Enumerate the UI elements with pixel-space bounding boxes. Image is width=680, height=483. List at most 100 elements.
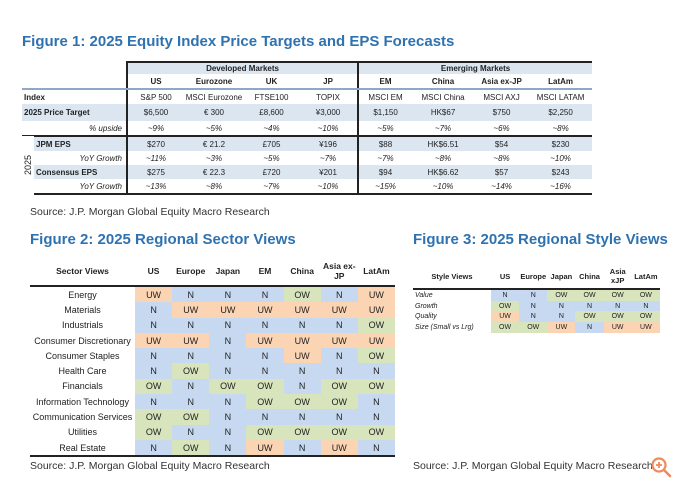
table-row: Energy UW N N N OW N UW [30,286,395,303]
view-cell: UW [283,332,321,349]
table-cell: £8,600 [244,104,299,121]
zoom-in-icon[interactable] [650,456,672,478]
table-row: Health Care N OW N N N N N [30,363,395,379]
table-row: Industrials N N N N N N OW [30,317,395,333]
table-row: % upside ~9% ~5% ~4% ~10% ~5% ~7% ~6% ~8% [22,121,592,136]
table-cell: ~13% [126,179,184,195]
view-cell: OW [603,311,632,323]
table-cell: ¥3,000 [299,104,360,121]
table-cell: ~11% [126,151,184,165]
row-label: Materials [64,304,101,315]
column-header: Europe [519,264,548,290]
view-cell: N [135,348,173,364]
view-cell: OW [491,322,520,333]
view-cell: UW [603,322,632,333]
table-cell: HK$6.62 [412,165,475,179]
view-cell: UW [135,332,173,349]
view-cell: N [547,300,576,312]
table-row: YoY Growth ~13% ~8% ~7% ~10% ~15% ~10% ~14% ~16% [22,179,593,195]
view-cell: N [519,289,548,301]
table-cell: ~5% [377,123,394,133]
view-cell: UW [283,348,321,364]
table-cell: ¥201 [299,165,360,179]
blank-cell [22,62,127,74]
view-cell: N [246,317,284,333]
column-header: LatAm [357,257,395,287]
view-cell: N [320,317,358,333]
view-cell: N [631,300,660,312]
table-cell: $2,250 [529,104,593,121]
view-cell: UW [357,332,395,349]
column-header: LatAm [529,74,593,90]
style-views-table: Style Views US Europe Japan China Asia xJP Lat… [413,264,660,333]
view-cell: N [575,322,604,333]
view-cell: OW [357,348,395,364]
table-row: Consensus EPS $275 € 22.3 £720 ¥201 $94 HK$6.6… [22,165,593,179]
view-cell: OW [283,286,321,303]
table-cell: ~15% [358,179,413,195]
view-cell: N [283,378,321,395]
view-cell: N [135,317,173,333]
view-cell: N [135,302,173,318]
row-label: Consumer Staples [45,350,120,361]
view-cell: OW [320,378,358,395]
table-cell: ~8% [552,123,569,133]
view-cell: N [575,300,604,312]
row-label: Energy [68,289,97,300]
table-cell: $750 [474,104,530,121]
column-header: US [135,257,173,287]
table-cell: ~7% [244,179,299,195]
figure-1-title: Figure 1: 2025 Equity Index Price Target… [22,33,455,50]
table-row: Size (Small vs Lrg) OW OW UW N UW UW [413,322,660,333]
view-cell: UW [135,286,173,303]
view-cell: N [283,439,321,458]
view-cell: N [209,286,247,303]
table-cell: € 21.2 [184,135,244,151]
view-cell: N [246,363,284,379]
row-label: Real Estate [30,439,135,458]
column-header: EM [358,74,413,90]
view-cell: UW [320,439,358,458]
table-cell: $57 [474,165,530,179]
view-cell: OW [135,409,173,425]
view-cell: N [172,378,210,395]
table-cell: MSCI LATAM [536,92,585,102]
table-cell: ~5% [205,123,223,133]
row-label: YoY Growth [34,179,127,195]
table-cell: FTSE100 [254,92,289,102]
table-cell: ~5% [263,153,280,163]
view-cell: UW [246,332,284,349]
group-developed-markets: Developed Markets [125,61,360,74]
view-cell: OW [246,424,284,440]
table-cell: ~10% [550,153,571,163]
view-cell: OW [320,394,358,410]
view-cell: OW [575,311,604,323]
view-cell: N [172,394,210,410]
view-cell: UW [547,322,576,333]
view-cell: N [320,286,358,303]
table-row: 2025 Price Target $6,500 € 300 £8,600 ¥3,000… [22,104,593,121]
row-label: JPM EPS [34,135,127,151]
table-cell: ~14% [474,179,530,195]
column-header-row: US Eurozone UK JP EM China Asia ex-JP LatAm [22,74,593,90]
row-label: % upside [22,121,127,136]
view-cell: OW [246,394,284,410]
year-label: 2025 [22,136,34,194]
table-cell: MSCI EM [368,92,403,102]
table-cell: € 22.3 [184,165,244,179]
table-cell: $94 [358,165,413,179]
view-cell: N [246,409,284,425]
column-header: Europe [172,257,210,287]
table-cell: MSCI Eurozone [185,92,243,102]
view-cell: N [172,317,210,333]
table-cell: $1,150 [358,104,413,121]
view-cell: UW [209,302,247,318]
column-header: UK [244,74,299,90]
view-cell: N [209,409,247,425]
table-cell: ~8% [184,179,244,195]
table-row: Growth OW N N N N N [413,300,660,312]
view-cell: N [320,348,358,364]
row-label: Communication Services [32,412,133,423]
view-cell: OW [320,424,358,440]
table-cell: TOPIX [299,89,360,104]
